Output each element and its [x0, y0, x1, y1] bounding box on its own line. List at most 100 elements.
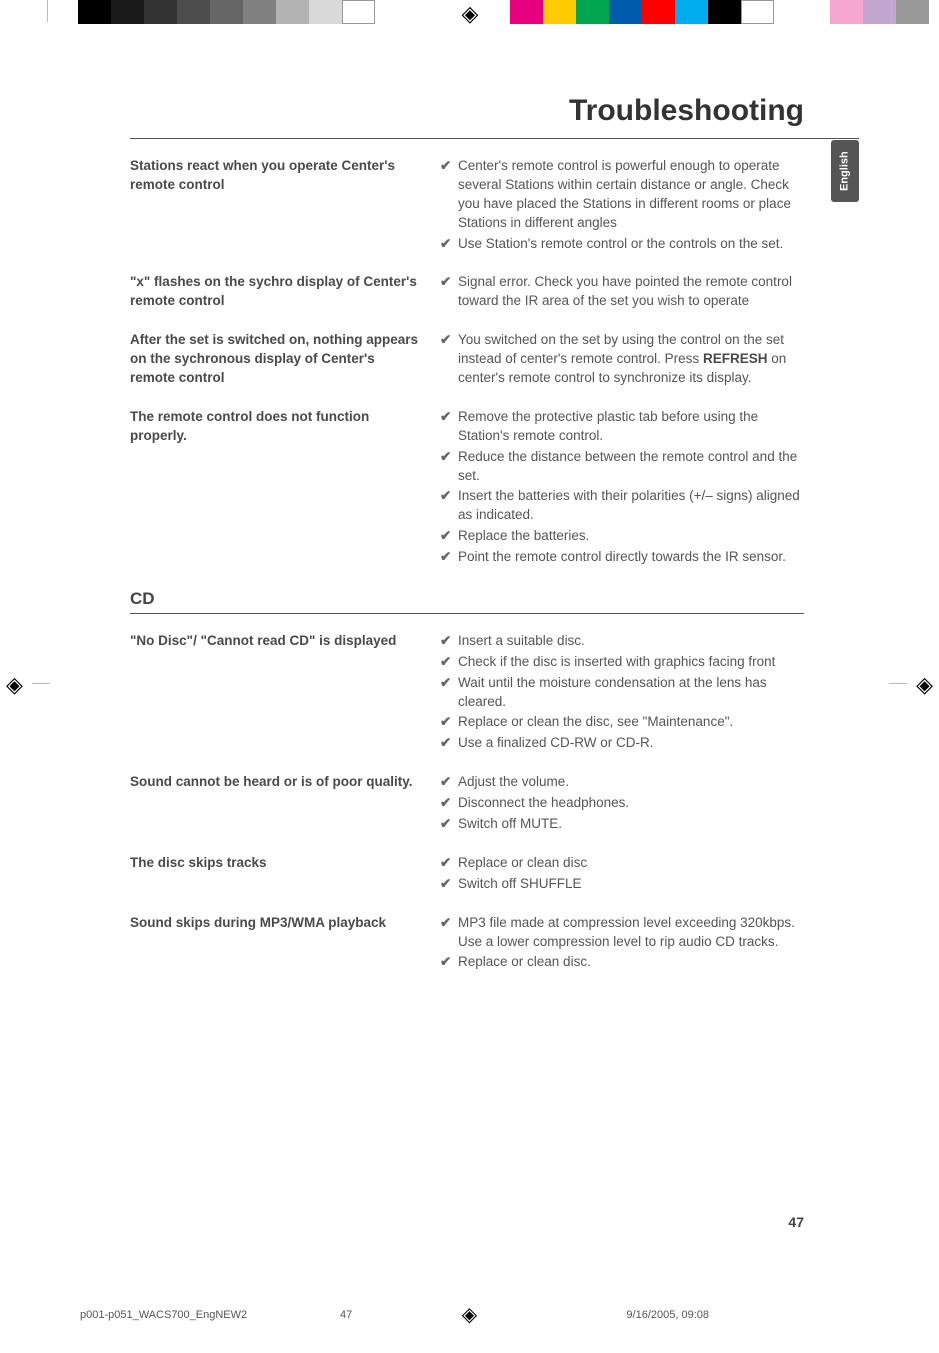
grayscale-bars [78, 0, 375, 24]
solution-item: ✔Disconnect the headphones. [440, 794, 804, 813]
problem-text: The disc skips tracks [130, 854, 440, 873]
registration-mark-top: ◈ [457, 0, 483, 26]
solution-text: Remove the protective plastic tab before… [458, 408, 804, 446]
solution-text: Insert a suitable disc. [458, 632, 804, 651]
solution-text: Replace or clean disc. [458, 953, 804, 972]
checkmark-icon: ✔ [440, 953, 458, 972]
solution-text: You switched on the set by using the con… [458, 331, 804, 388]
problem-text: "No Disc"/ "Cannot read CD" is displayed [130, 632, 440, 651]
solution-text: Adjust the volume. [458, 773, 804, 792]
checkmark-icon: ✔ [440, 794, 458, 813]
solution-text: Switch off MUTE. [458, 815, 804, 834]
solution-text: Replace or clean disc [458, 854, 804, 873]
solution-item: ✔Replace or clean the disc, see "Mainten… [440, 713, 804, 732]
checkmark-icon: ✔ [440, 914, 458, 952]
checkmark-icon: ✔ [440, 773, 458, 792]
checkmark-icon: ✔ [440, 331, 458, 388]
solution-text: MP3 file made at compression level excee… [458, 914, 804, 952]
page-title: Troubleshooting [569, 90, 804, 132]
checkmark-icon: ✔ [440, 653, 458, 672]
solution-list: ✔MP3 file made at compression level exce… [440, 914, 804, 975]
solution-item: ✔Replace or clean disc [440, 854, 804, 873]
checkmark-icon: ✔ [440, 632, 458, 651]
solution-list: ✔Replace or clean disc✔Switch off SHUFFL… [440, 854, 804, 896]
problem-text: "x" flashes on the sychro display of Cen… [130, 273, 440, 311]
solution-text: Use Station's remote control or the cont… [458, 235, 804, 254]
solution-text: Reduce the distance between the remote c… [458, 448, 804, 486]
solution-list: ✔Signal error. Check you have pointed th… [440, 273, 804, 313]
solution-item: ✔Point the remote control directly towar… [440, 548, 804, 567]
troubleshoot-row: The disc skips tracks✔Replace or clean d… [130, 854, 804, 896]
solution-list: ✔Center's remote control is powerful eno… [440, 157, 804, 255]
language-tab: English [831, 140, 859, 202]
checkmark-icon: ✔ [440, 875, 458, 894]
solution-text: Check if the disc is inserted with graph… [458, 653, 804, 672]
solution-text: Signal error. Check you have pointed the… [458, 273, 804, 311]
checkmark-icon: ✔ [440, 157, 458, 233]
solution-item: ✔Switch off MUTE. [440, 815, 804, 834]
checkmark-icon: ✔ [440, 487, 458, 525]
checkmark-icon: ✔ [440, 235, 458, 254]
solution-item: ✔MP3 file made at compression level exce… [440, 914, 804, 952]
solution-text: Center's remote control is powerful enou… [458, 157, 804, 233]
checkmark-icon: ✔ [440, 548, 458, 567]
footer-metadata: p001-p051_WACS700_EngNEW2 47 ◈ 9/16/2005… [80, 1308, 859, 1323]
footer-date: 9/16/2005, 09:08 [626, 1308, 859, 1323]
footer-filename: p001-p051_WACS700_EngNEW2 [80, 1308, 340, 1323]
troubleshoot-row: Sound skips during MP3/WMA playback✔MP3 … [130, 914, 804, 975]
troubleshoot-row: After the set is switched on, nothing ap… [130, 331, 804, 390]
solution-item: ✔Signal error. Check you have pointed th… [440, 273, 804, 311]
header-rule [130, 138, 859, 139]
solution-item: ✔Switch off SHUFFLE [440, 875, 804, 894]
solution-text: Wait until the moisture condensation at … [458, 674, 804, 712]
solution-item: ✔Remove the protective plastic tab befor… [440, 408, 804, 446]
section-heading: CD [130, 587, 804, 614]
solution-item: ✔Replace or clean disc. [440, 953, 804, 972]
solution-text: Use a finalized CD-RW or CD-R. [458, 734, 804, 753]
page-number: 47 [788, 1213, 804, 1233]
registration-mark-left: ◈ [6, 670, 23, 701]
registration-mark-bottom: ◈ [462, 1301, 477, 1329]
solution-text: Disconnect the headphones. [458, 794, 804, 813]
printer-top-marks: ◈ [0, 0, 939, 30]
problem-text: After the set is switched on, nothing ap… [130, 331, 440, 388]
solution-list: ✔You switched on the set by using the co… [440, 331, 804, 390]
solution-list: ✔Insert a suitable disc.✔Check if the di… [440, 632, 804, 755]
problem-text: Sound skips during MP3/WMA playback [130, 914, 440, 933]
solution-text: Insert the batteries with their polariti… [458, 487, 804, 525]
solution-item: ✔Reduce the distance between the remote … [440, 448, 804, 486]
solution-item: ✔Use Station's remote control or the con… [440, 235, 804, 254]
solution-list: ✔ Remove the protective plastic tab befor… [440, 408, 804, 569]
troubleshoot-row: The remote control does not function pro… [130, 408, 804, 569]
solution-item: ✔Use a finalized CD-RW or CD-R. [440, 734, 804, 753]
problem-text: The remote control does not function pro… [130, 408, 440, 446]
solution-text: Point the remote control directly toward… [458, 548, 804, 567]
checkmark-icon: ✔ [440, 815, 458, 834]
solution-text: Switch off SHUFFLE [458, 875, 804, 894]
troubleshoot-row: Stations react when you operate Center's… [130, 157, 804, 255]
solution-item: ✔Wait until the moisture condensation at… [440, 674, 804, 712]
solution-item: ✔Adjust the volume. [440, 773, 804, 792]
problem-text: Sound cannot be heard or is of poor qual… [130, 773, 440, 792]
solution-item: ✔Replace the batteries. [440, 527, 804, 546]
solution-item: ✔Insert a suitable disc. [440, 632, 804, 651]
solution-list: ✔Adjust the volume.✔Disconnect the headp… [440, 773, 804, 836]
registration-mark-right: ◈ [916, 670, 933, 701]
extra-color-bars [830, 0, 929, 24]
checkmark-icon: ✔ [440, 674, 458, 712]
troubleshoot-row: "x" flashes on the sychro display of Cen… [130, 273, 804, 313]
page-body: Troubleshooting English Stations react w… [80, 90, 859, 1273]
solution-item: ✔You switched on the set by using the co… [440, 331, 804, 388]
checkmark-icon: ✔ [440, 527, 458, 546]
checkmark-icon: ✔ [440, 713, 458, 732]
checkmark-icon: ✔ [440, 854, 458, 873]
problem-text: Stations react when you operate Center's… [130, 157, 440, 195]
troubleshoot-row: Sound cannot be heard or is of poor qual… [130, 773, 804, 836]
checkmark-icon: ✔ [440, 734, 458, 753]
checkmark-icon: ✔ [440, 273, 458, 311]
color-bars [510, 0, 774, 24]
troubleshoot-row: "No Disc"/ "Cannot read CD" is displayed… [130, 632, 804, 755]
solution-item: ✔Center's remote control is powerful eno… [440, 157, 804, 233]
solution-text: Replace the batteries. [458, 527, 804, 546]
solution-item: ✔ Insert the batteries with their polari… [440, 487, 804, 525]
